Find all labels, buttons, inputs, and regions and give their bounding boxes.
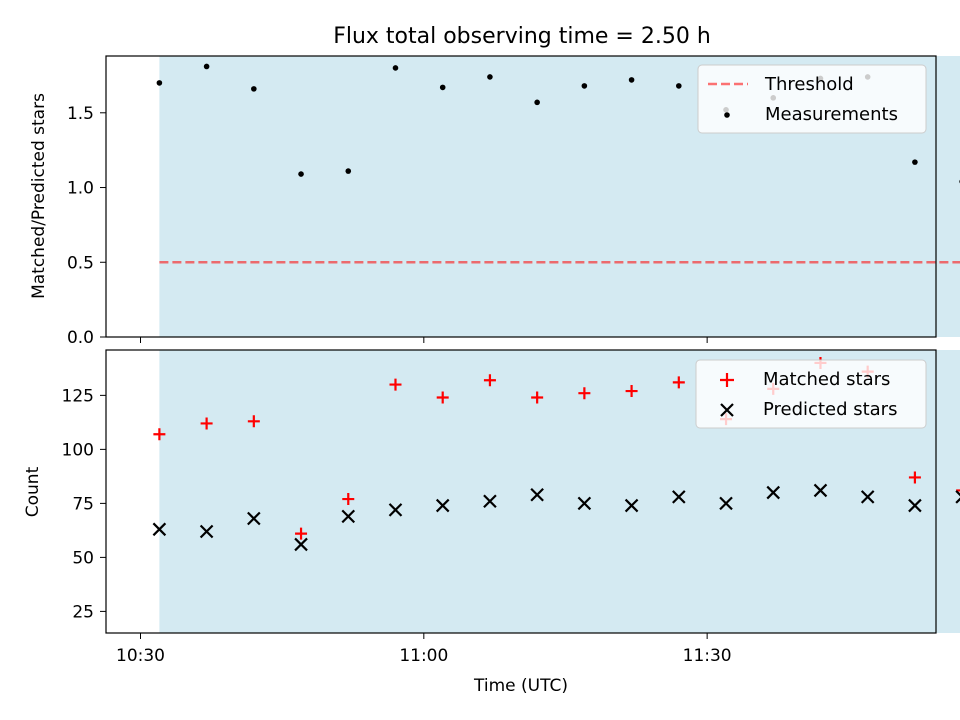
top-panel: 0.0 0.5 1.0 1.5 Matched/Predicted stars Thr…	[29, 55, 960, 348]
matched-stars-point	[153, 428, 166, 441]
matched-stars-point	[342, 493, 355, 506]
measurement-point	[392, 65, 399, 71]
top-y-tick-label: 0.0	[67, 328, 94, 348]
matched-legend-swatch	[720, 373, 734, 387]
measurement-point	[439, 84, 446, 91]
predicted-stars-point	[530, 487, 544, 502]
measurements-legend-label: Measurements	[765, 104, 898, 125]
predicted-stars-point	[813, 483, 828, 498]
top-axes-frame	[105, 55, 937, 338]
predicted-stars-point	[860, 490, 875, 504]
bottom-y-ticks: 25 50 75 100 125	[62, 386, 106, 622]
predicted-stars-point	[624, 498, 639, 513]
chart-title: Flux total observing time = 2.50 h	[333, 24, 711, 49]
matched-stars-point	[389, 378, 402, 391]
threshold-legend-label: Threshold	[764, 74, 854, 95]
bottom-legend-box	[695, 359, 927, 429]
bottom-y-tick-label: 50	[72, 548, 94, 568]
measurement-point	[156, 80, 163, 86]
measurement-point	[203, 63, 210, 70]
measurement-point	[345, 168, 352, 174]
predicted-stars-point	[247, 511, 261, 526]
matched-stars-point	[200, 417, 213, 430]
matched-legend-label: Matched stars	[763, 369, 890, 390]
measurement-point	[487, 74, 493, 80]
top-y-ticks: 0.0 0.5 1.0 1.5	[67, 104, 106, 348]
predicted-stars-point	[483, 494, 497, 508]
measurements-legend-swatch	[724, 112, 730, 118]
matched-stars-point	[625, 385, 638, 398]
bottom-legend: Matched stars Predicted stars	[695, 359, 927, 429]
measurement-point	[676, 83, 682, 89]
predicted-stars-point	[577, 496, 592, 511]
predicted-stars-point	[152, 522, 167, 537]
predicted-stars-point	[435, 498, 450, 513]
measurement-point	[628, 77, 635, 83]
top-y-tick-label: 0.5	[67, 253, 94, 273]
top-y-axis-label: Matched/Predicted stars	[29, 93, 49, 299]
predicted-stars-point	[341, 509, 356, 524]
matched-stars-point	[531, 391, 544, 404]
measurement-point	[581, 83, 588, 89]
x-axis-label: Time (UTC)	[473, 676, 568, 696]
top-y-tick-label: 1.0	[67, 179, 94, 199]
measurement-point	[912, 159, 918, 165]
top-y-tick-label: 1.5	[67, 104, 94, 124]
bottom-y-tick-label: 75	[72, 494, 94, 514]
predicted-stars-point	[719, 496, 733, 511]
measurement-point	[298, 171, 304, 177]
matched-stars-point	[908, 471, 921, 484]
top-legend: Threshold Measurements	[697, 64, 927, 134]
matched-stars-point	[295, 527, 308, 540]
bottom-y-axis-label: Count	[23, 466, 43, 517]
predicted-stars-point	[294, 537, 308, 552]
matched-stars-point	[247, 415, 260, 428]
predicted-stars-point	[955, 490, 960, 504]
predicted-legend-swatch	[720, 403, 734, 417]
bottom-axes-frame	[105, 349, 937, 634]
top-x-ticks	[140, 337, 708, 343]
matched-stars-point	[436, 391, 449, 404]
x-tick-label: 10:30	[116, 646, 165, 666]
predicted-legend-label: Predicted stars	[763, 399, 897, 420]
x-tick-label: 11:00	[399, 646, 448, 666]
bottom-y-tick-label: 125	[62, 386, 94, 406]
predicted-stars-point	[766, 485, 781, 500]
predicted-stars-point	[908, 498, 922, 513]
matched-stars-point	[672, 376, 685, 389]
measurement-point	[534, 99, 540, 106]
predicted-stars-point	[199, 524, 214, 539]
matched-stars-point	[483, 374, 496, 387]
bottom-y-tick-label: 100	[62, 440, 94, 460]
predicted-stars-point	[388, 503, 403, 517]
x-tick-label: 11:30	[683, 646, 732, 666]
top-legend-box	[697, 64, 927, 134]
predicted-stars-point	[672, 490, 686, 504]
bottom-y-tick-label: 25	[72, 602, 94, 622]
matched-stars-point	[578, 387, 591, 400]
matched-stars-point	[956, 489, 960, 492]
measurement-point	[251, 86, 257, 92]
